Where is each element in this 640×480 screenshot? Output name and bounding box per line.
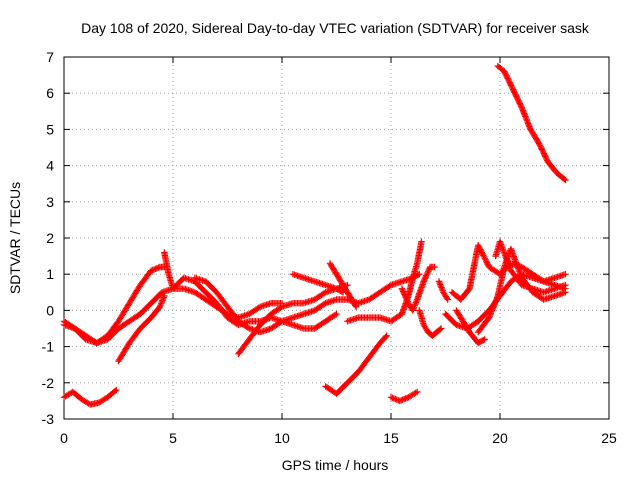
x-tick-label: 20 — [492, 430, 508, 446]
series-arc-i — [326, 260, 360, 310]
y-tick-label: 3 — [46, 194, 54, 210]
series-arc-u — [494, 62, 569, 184]
plus-markers — [60, 263, 168, 347]
series-arc-h — [289, 271, 347, 296]
axis-ticks: 0 5 10 15 20 25 -3 -2 -1 0 1 2 3 4 5 6 7 — [42, 49, 617, 446]
y-tick-label: -1 — [42, 339, 55, 355]
x-tick-label: 10 — [274, 430, 290, 446]
plus-markers — [435, 278, 451, 303]
data-marks — [60, 62, 569, 408]
series-arc-n — [416, 307, 445, 339]
series-arc-b — [60, 285, 286, 347]
series-arc-c — [60, 263, 168, 347]
y-tick-label: 4 — [46, 158, 54, 174]
series-arc-m — [398, 263, 438, 314]
x-tick-label: 5 — [169, 430, 177, 446]
series-arc-l — [387, 388, 421, 405]
series-arc-g — [191, 271, 423, 336]
plus-markers — [453, 307, 488, 347]
series-arc-o — [435, 278, 451, 303]
y-tick-label: 7 — [46, 49, 54, 65]
y-tick-label: 6 — [46, 85, 54, 101]
plus-markers — [191, 271, 423, 336]
plus-markers — [398, 263, 438, 314]
plus-markers — [322, 332, 390, 397]
plus-markers — [115, 292, 168, 365]
plus-markers — [494, 62, 569, 184]
series-arc-a — [60, 386, 120, 408]
x-tick-label: 25 — [601, 430, 617, 446]
plus-markers — [492, 238, 569, 296]
y-tick-label: 1 — [46, 266, 54, 282]
y-tick-label: 2 — [46, 230, 54, 246]
chart-title: Day 108 of 2020, Sidereal Day-to-day VTE… — [81, 20, 590, 36]
y-tick-label: -2 — [42, 375, 55, 391]
plus-markers — [326, 260, 360, 310]
plus-markers — [289, 271, 347, 296]
plus-markers — [60, 386, 120, 408]
plus-markers — [60, 285, 286, 347]
x-axis-label: GPS time / hours — [282, 457, 389, 473]
series-arc-d — [115, 292, 168, 365]
series-arc-t — [492, 238, 569, 296]
plus-markers — [387, 388, 421, 405]
series-arc-r — [453, 307, 488, 347]
y-tick-label: -3 — [42, 411, 55, 427]
x-tick-label: 0 — [60, 430, 68, 446]
x-tick-label: 15 — [383, 430, 399, 446]
plus-markers — [416, 307, 445, 339]
y-tick-label: 5 — [46, 121, 54, 137]
y-axis-label: SDTVAR / TECUs — [7, 182, 23, 294]
series-arc-j — [322, 332, 390, 397]
grid — [64, 57, 609, 419]
y-tick-label: 0 — [46, 302, 54, 318]
